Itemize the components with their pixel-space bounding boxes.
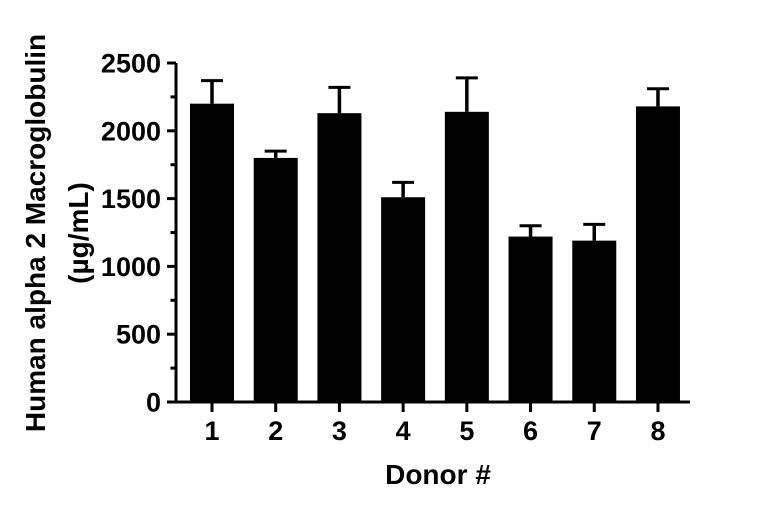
bar-donor-2 xyxy=(253,157,298,402)
bar-donor-6 xyxy=(508,236,553,402)
y-tick-label: 1500 xyxy=(101,184,161,214)
bar-donor-1 xyxy=(190,103,234,403)
y-tick-label: 500 xyxy=(116,320,161,350)
y-tick-label: 2500 xyxy=(101,49,161,79)
y-tick-label: 2000 xyxy=(101,116,161,146)
x-axis-ticks: 1 2 3 4 5 6 7 8 xyxy=(204,403,665,446)
x-tick-label: 2 xyxy=(268,416,283,446)
x-tick-label: 7 xyxy=(587,416,602,446)
y-axis-title-line2: (µg/mL) xyxy=(63,182,94,284)
bar-donor-4 xyxy=(381,197,426,402)
x-axis-title: Donor # xyxy=(385,459,491,490)
y-tick-label: 1000 xyxy=(101,252,161,282)
x-tick-label: 3 xyxy=(332,416,347,446)
error-bars-group xyxy=(201,76,669,241)
bars-group xyxy=(190,103,680,403)
x-tick-label: 1 xyxy=(204,416,219,446)
y-axis-ticks: 0 500 1000 1500 2000 2500 xyxy=(101,49,176,418)
bar-donor-3 xyxy=(317,113,362,402)
x-tick-label: 4 xyxy=(396,416,411,446)
bar-donor-7 xyxy=(572,240,617,402)
y-axis-title-line1: Human alpha 2 Macroglobulin xyxy=(20,34,51,432)
y-tick-label: 0 xyxy=(146,388,161,418)
bar-donor-5 xyxy=(444,111,489,402)
x-tick-label: 8 xyxy=(650,416,665,446)
bar-donor-8 xyxy=(635,106,680,402)
x-tick-label: 5 xyxy=(459,416,474,446)
x-tick-label: 6 xyxy=(523,416,538,446)
